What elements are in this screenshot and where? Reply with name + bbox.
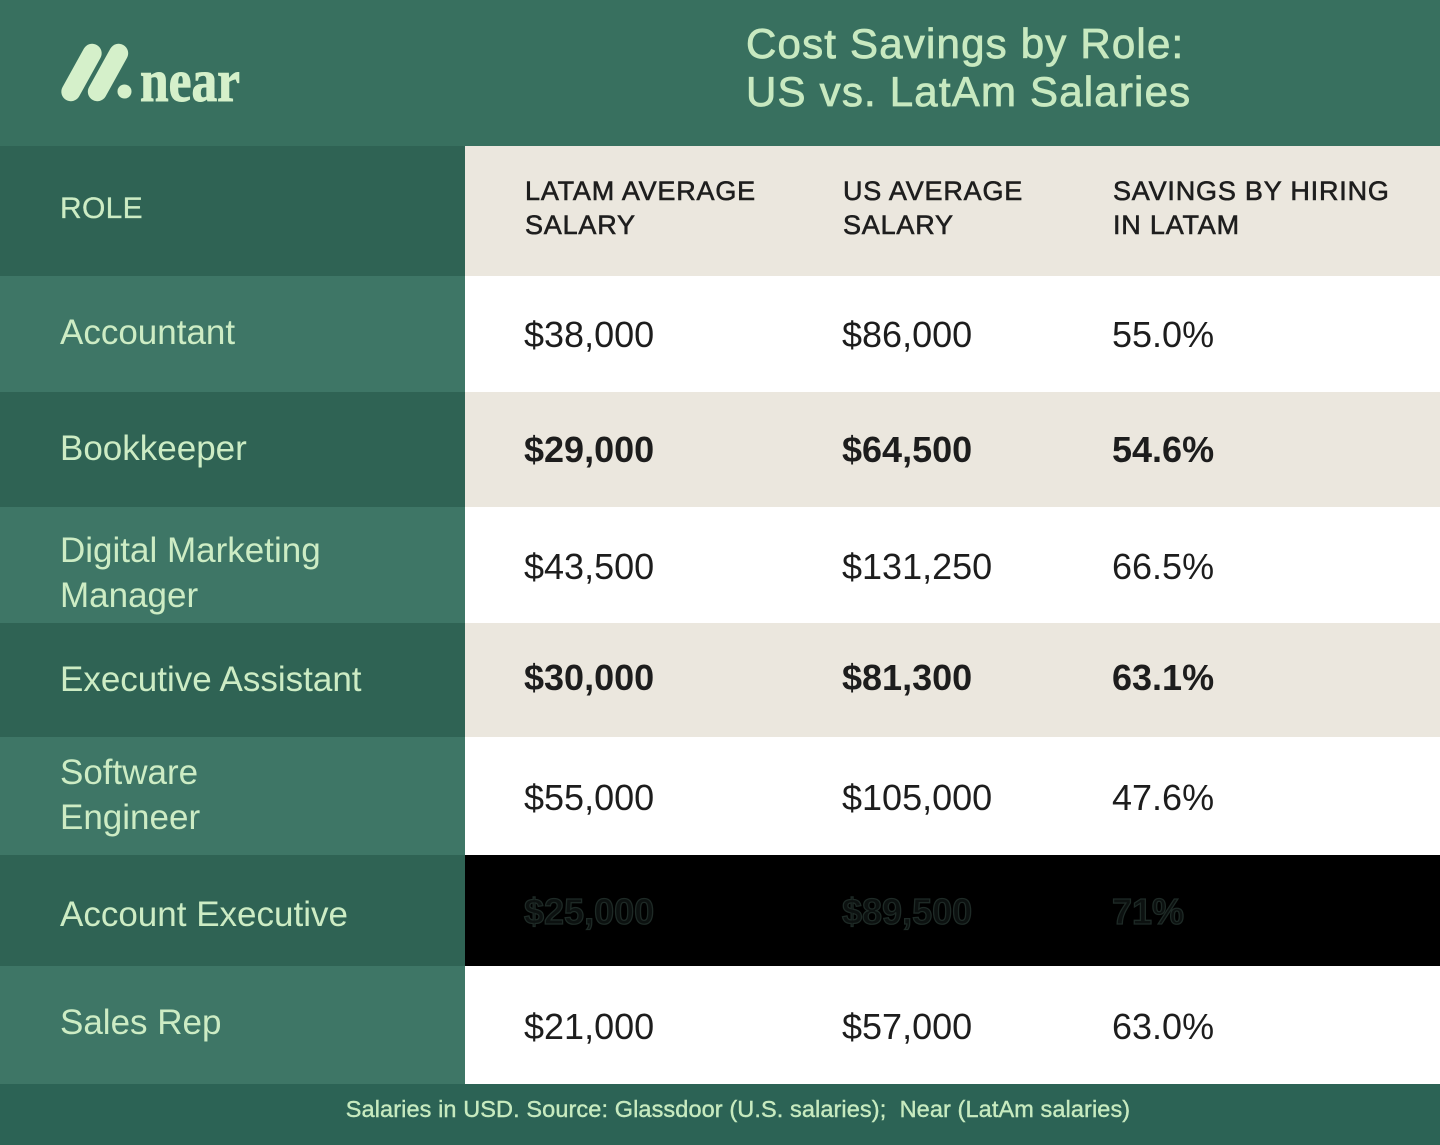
svg-text:near: near [140,48,240,114]
